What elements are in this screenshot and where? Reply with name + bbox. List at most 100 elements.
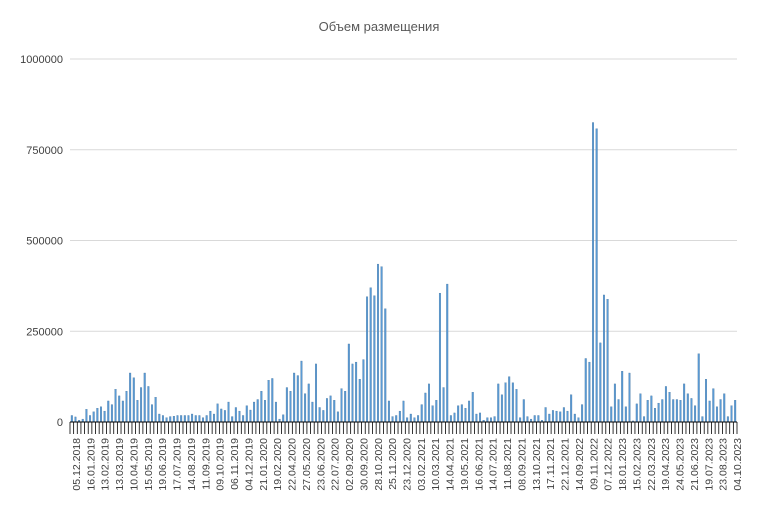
bar (234, 407, 237, 423)
bar (409, 413, 412, 423)
x-tick-label: 19.02.2020 (272, 438, 284, 491)
bar (231, 416, 234, 423)
bar (661, 399, 664, 423)
bar (387, 400, 390, 423)
bar (734, 400, 737, 423)
bar (424, 392, 427, 423)
bar (453, 412, 456, 423)
x-tick-label: 15.05.2019 (143, 438, 155, 491)
bar (555, 410, 558, 423)
x-tick-label: 06.11.2019 (229, 438, 241, 490)
bar (566, 410, 569, 423)
bar (490, 417, 492, 423)
bar (398, 410, 401, 423)
bar (347, 343, 350, 423)
bar (551, 410, 554, 423)
x-tick-label: 23.12.2020 (402, 438, 414, 491)
bar (333, 400, 336, 423)
gridlines (70, 58, 737, 332)
bar (107, 400, 110, 423)
bar (584, 358, 587, 423)
bar (460, 404, 463, 423)
bar (599, 342, 602, 423)
bar (690, 398, 693, 423)
bar (610, 406, 613, 423)
bar (369, 287, 372, 423)
bar (318, 407, 321, 423)
bar (449, 415, 452, 423)
x-tick-label: 09.10.2019 (215, 438, 227, 491)
bar (544, 407, 547, 423)
bar (712, 388, 715, 423)
bar (180, 415, 183, 423)
y-tick-label: 1000000 (20, 54, 63, 66)
x-tick-label: 14.08.2019 (186, 438, 198, 491)
bar (519, 417, 522, 423)
bar (726, 416, 729, 423)
bar (497, 383, 500, 423)
bar (216, 403, 219, 423)
x-tick-label: 04.10.2023 (732, 438, 744, 491)
bar (289, 390, 292, 423)
x-tick-label: 02.09.2020 (344, 438, 356, 491)
bar (672, 399, 675, 423)
bar (220, 408, 223, 423)
bar (70, 415, 73, 423)
bar (613, 383, 616, 423)
bar (147, 386, 150, 423)
bar (256, 399, 259, 423)
bar (479, 412, 482, 423)
bar (136, 400, 139, 423)
bar (311, 401, 314, 423)
y-tick-label: 500000 (26, 236, 63, 248)
x-tick-label: 16.01.2019 (85, 438, 97, 491)
bar (161, 415, 164, 423)
bar (650, 395, 653, 423)
bar (307, 383, 310, 423)
bar (92, 411, 95, 423)
bar (457, 405, 460, 423)
x-tick-label: 22.07.2020 (330, 438, 342, 491)
x-tick-label: 19.06.2019 (157, 438, 169, 491)
bar (384, 308, 387, 423)
bar (675, 399, 678, 423)
bar (475, 413, 478, 423)
x-tick-label: 14.07.2021 (488, 438, 500, 491)
bar (172, 416, 175, 423)
bar (274, 401, 277, 423)
x-tick-label: 30.09.2020 (358, 438, 370, 491)
x-tick-label: 07.12.2022 (603, 438, 615, 491)
bar (340, 388, 343, 423)
y-tick-label: 750000 (26, 145, 63, 157)
bar (628, 372, 631, 423)
bar (515, 389, 518, 423)
bar (300, 360, 303, 423)
bar (194, 415, 197, 423)
bar (151, 404, 153, 423)
bar (391, 416, 394, 423)
x-tick-label: 15.02.2023 (631, 438, 643, 491)
bar (428, 383, 430, 423)
bar (624, 406, 627, 423)
bar (431, 405, 434, 423)
bar (715, 406, 718, 423)
bar (296, 375, 299, 423)
bar (238, 410, 241, 423)
bar (577, 417, 580, 423)
bar (285, 387, 288, 423)
x-axis: 05.12.2018 16.01.2019 13.02.2019 13.03.2019… (69, 421, 744, 491)
bar (100, 406, 102, 423)
bar (183, 415, 186, 423)
x-tick-label: 18.01.2023 (617, 438, 629, 491)
x-tick-label: 11.08.2021 (502, 438, 514, 490)
bar (380, 266, 383, 423)
bar (719, 399, 722, 423)
bar (89, 415, 92, 423)
bar (668, 392, 671, 423)
bar (438, 292, 441, 423)
bar (526, 416, 529, 423)
bar (723, 393, 726, 423)
bar (639, 393, 642, 423)
bar (406, 417, 409, 423)
bar (730, 405, 733, 423)
